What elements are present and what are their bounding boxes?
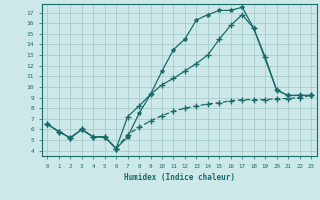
X-axis label: Humidex (Indice chaleur): Humidex (Indice chaleur) xyxy=(124,173,235,182)
